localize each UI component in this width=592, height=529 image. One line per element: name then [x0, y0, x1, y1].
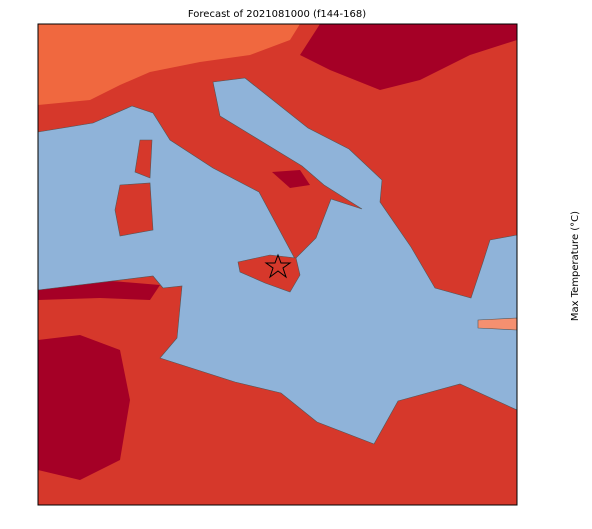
hot-region — [300, 24, 517, 90]
star-marker — [264, 253, 292, 279]
sardinia — [114, 182, 154, 237]
colorbar-label: Max Temperature (°C) — [570, 211, 581, 321]
map-area — [38, 24, 517, 505]
hot-region — [38, 335, 130, 480]
sicily — [237, 254, 301, 293]
map-title: Forecast of 2021081000 (f144-168) — [188, 9, 366, 20]
crete — [477, 317, 517, 331]
hot-region — [272, 170, 310, 188]
corsica — [134, 139, 153, 179]
map-frame — [37, 23, 518, 506]
warm-region — [38, 24, 300, 105]
